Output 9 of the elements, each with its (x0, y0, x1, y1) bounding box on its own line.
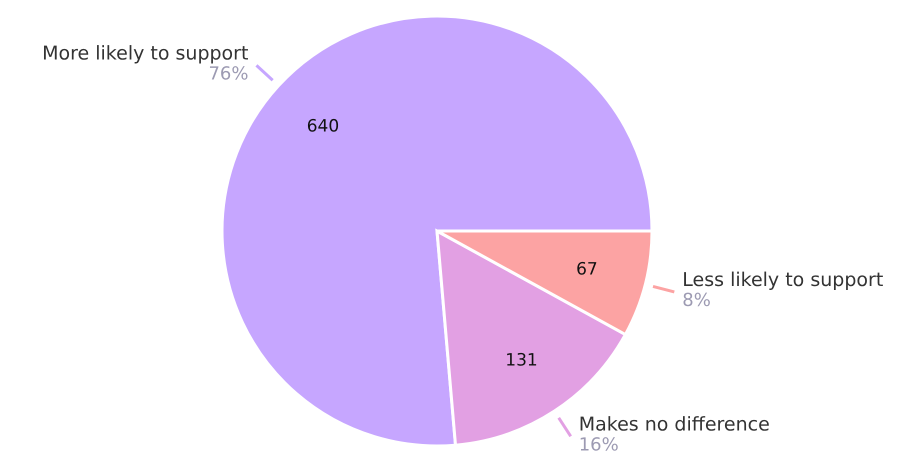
data-label: 640 (306, 116, 340, 136)
text: 76% (208, 63, 248, 84)
slice-label: More likely to support (42, 42, 248, 64)
data-label: 131 (505, 350, 538, 371)
data-label: 67 (576, 259, 598, 280)
slice-label: Makes no difference (578, 413, 770, 436)
text: 8% (682, 290, 711, 311)
text: 16% (578, 434, 619, 456)
slice-label: Less likely to support (682, 268, 884, 291)
